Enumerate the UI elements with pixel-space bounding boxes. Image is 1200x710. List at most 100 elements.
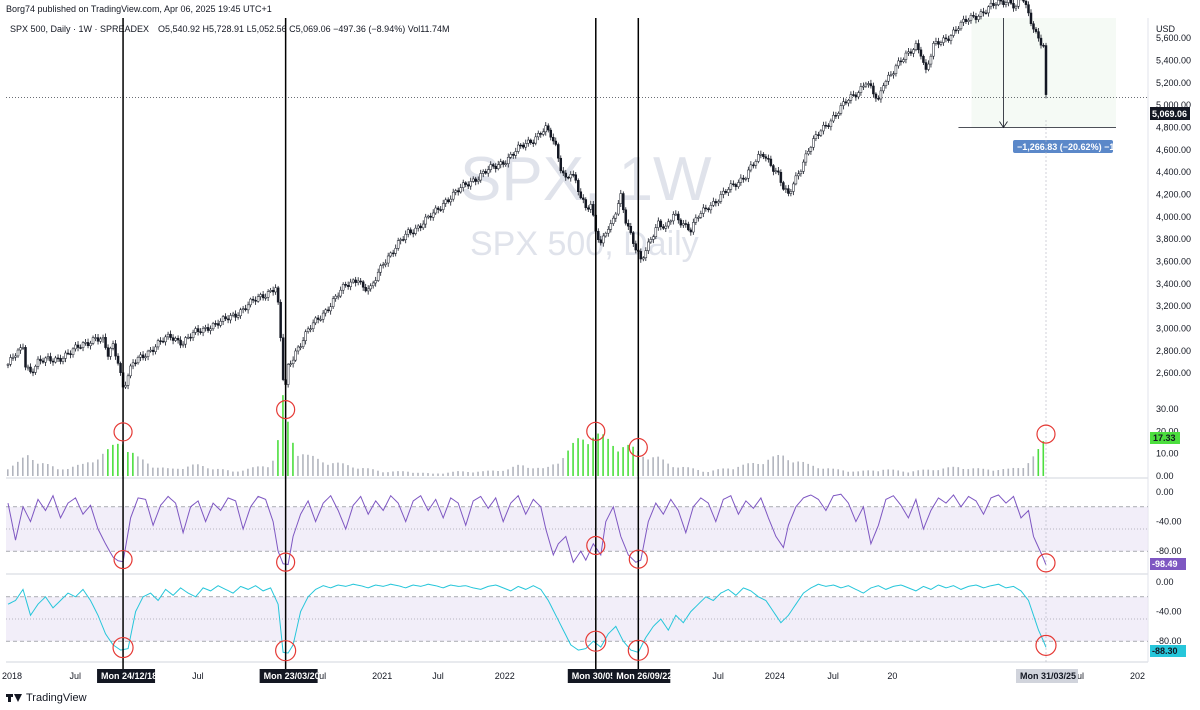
volume-bar bbox=[237, 471, 239, 476]
candle-body bbox=[652, 236, 655, 240]
candle bbox=[819, 129, 823, 138]
candle bbox=[884, 79, 888, 89]
volume-bar bbox=[817, 468, 819, 476]
candle-body bbox=[704, 207, 708, 210]
candle-body bbox=[957, 28, 960, 31]
candle bbox=[682, 220, 685, 228]
volume-bar bbox=[867, 470, 870, 476]
candle bbox=[216, 319, 220, 329]
candle-body bbox=[454, 190, 457, 193]
osc2-marker-circle bbox=[627, 639, 649, 661]
watermark-name: SPX 500, Daily bbox=[470, 225, 699, 263]
candle-body bbox=[446, 199, 450, 203]
candle-body bbox=[859, 86, 863, 93]
candle bbox=[987, 5, 990, 17]
candle bbox=[857, 90, 860, 100]
candle bbox=[757, 150, 760, 164]
volume-bar bbox=[1037, 449, 1040, 476]
candle bbox=[687, 221, 690, 232]
candle-body bbox=[414, 227, 417, 234]
candle-body bbox=[501, 161, 505, 165]
candle bbox=[542, 128, 545, 137]
candle-body bbox=[419, 225, 422, 229]
candle-body bbox=[466, 184, 470, 187]
volume-bar bbox=[982, 468, 985, 476]
candle-body bbox=[174, 337, 177, 341]
candle-body bbox=[967, 19, 970, 22]
candle-body bbox=[254, 299, 257, 302]
candle bbox=[321, 310, 325, 323]
volume-bar bbox=[517, 464, 519, 476]
candle-body bbox=[669, 220, 673, 223]
volume-bar bbox=[337, 462, 339, 476]
measure-tool[interactable]: −1,266.83 (−20.62%) −126,683 bbox=[958, 18, 1142, 153]
candle bbox=[171, 334, 175, 345]
volume-bar bbox=[397, 471, 399, 476]
candle bbox=[301, 337, 305, 350]
candle bbox=[929, 53, 933, 68]
candle-body bbox=[104, 337, 107, 348]
volume-bar bbox=[902, 471, 905, 476]
candle bbox=[524, 139, 527, 151]
candle-body bbox=[81, 342, 85, 348]
candle bbox=[196, 324, 200, 336]
candle-body bbox=[777, 170, 780, 173]
candle-body bbox=[529, 139, 533, 143]
volume-bar bbox=[722, 468, 724, 476]
candle-body bbox=[316, 317, 320, 320]
candle bbox=[424, 213, 427, 228]
price-tick-label: 5,000.00 bbox=[1156, 100, 1191, 110]
candle bbox=[441, 199, 445, 213]
candle bbox=[1029, 9, 1033, 27]
volume-bar bbox=[242, 470, 244, 476]
candle-body bbox=[867, 83, 870, 85]
candle-body bbox=[481, 171, 485, 174]
candle bbox=[89, 340, 92, 350]
candle bbox=[481, 169, 485, 178]
candle-body bbox=[299, 346, 302, 348]
candle bbox=[464, 181, 467, 188]
candle-body bbox=[79, 347, 82, 349]
price-badge: 5,069.06 bbox=[1152, 109, 1187, 119]
candle bbox=[189, 333, 192, 342]
candle bbox=[406, 227, 410, 238]
candle bbox=[341, 282, 345, 294]
candle-body bbox=[992, 2, 995, 6]
candle bbox=[737, 179, 740, 189]
volume-bar bbox=[772, 456, 774, 476]
candle bbox=[934, 37, 938, 46]
volume-bar bbox=[382, 472, 384, 476]
candle-body bbox=[51, 360, 55, 363]
candle-body bbox=[647, 241, 650, 251]
candle-body bbox=[977, 16, 980, 20]
candle bbox=[319, 315, 322, 322]
candle bbox=[1024, 0, 1028, 9]
candle bbox=[829, 118, 833, 131]
candle-body bbox=[346, 285, 350, 287]
candle-body bbox=[506, 157, 510, 164]
candle-body bbox=[54, 357, 57, 363]
candle bbox=[727, 186, 730, 197]
candle bbox=[969, 12, 973, 24]
candle-body bbox=[314, 317, 317, 324]
candle-body bbox=[937, 41, 940, 45]
candle-body bbox=[119, 363, 122, 373]
candle-body bbox=[539, 133, 543, 135]
volume-bar bbox=[257, 466, 259, 476]
candle-body bbox=[76, 344, 80, 348]
candle-body bbox=[71, 348, 75, 355]
candle-body bbox=[321, 312, 325, 320]
osc2-axis: 0.00 -40.00 -80.00 bbox=[1156, 577, 1182, 646]
candle-body bbox=[379, 265, 382, 273]
candle-body bbox=[244, 308, 247, 311]
candle bbox=[326, 306, 330, 313]
candle bbox=[779, 169, 783, 187]
volume-bar bbox=[152, 467, 154, 476]
candle-body bbox=[276, 287, 280, 303]
volume-bar bbox=[937, 470, 940, 476]
candle bbox=[329, 302, 332, 315]
candle bbox=[1027, 1, 1030, 17]
candle bbox=[777, 167, 780, 176]
candle bbox=[662, 224, 665, 230]
